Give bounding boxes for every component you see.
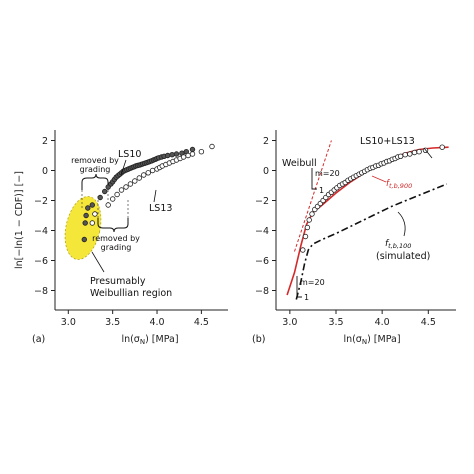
ls10-label: LS10 — [118, 149, 141, 160]
y-tick-label: −8 — [34, 286, 48, 297]
y-tick-label: −6 — [34, 256, 48, 267]
data-point-ls13 — [118, 187, 125, 193]
panel-b-x-axis-label: ln(σN) [MPa] — [343, 334, 400, 346]
data-point-ls13 — [180, 154, 187, 160]
data-point-ls10-ls13 — [416, 148, 422, 155]
ls13-label: LS13 — [149, 203, 172, 214]
region-text-1: Presumably — [90, 276, 146, 287]
data-point-ls10-ls13 — [304, 224, 311, 231]
m-bottom-label: m=20 — [300, 278, 325, 287]
simulated-curve-f100 — [295, 183, 448, 300]
panel-a-label: (a) — [32, 334, 45, 345]
data-point-ls13 — [198, 148, 205, 155]
slope-triangle-top — [311, 168, 317, 190]
data-point-ls10 — [173, 151, 180, 157]
m-top-label: m=20 — [315, 169, 340, 178]
data-point-ls10-ls13 — [309, 211, 315, 217]
data-point-ls10 — [97, 194, 103, 201]
slope-triangle-bottom — [296, 276, 302, 298]
data-point-ls10 — [83, 212, 89, 219]
data-point-ls13 — [209, 143, 215, 150]
x-tick-label: 3.0 — [282, 317, 297, 328]
weibull-line — [294, 140, 332, 252]
simulated-label: (simulated) — [376, 251, 430, 262]
data-point-ls13 — [140, 172, 147, 178]
one-bottom-label: 1 — [304, 293, 309, 302]
data-point-ls13 — [185, 152, 191, 159]
data-point-ls13 — [89, 220, 95, 226]
panel-b-label: (b) — [252, 334, 265, 345]
grading-top-text-1: removed by — [71, 156, 119, 165]
data-point-ls13 — [114, 191, 120, 198]
grading-bracket-bottom — [97, 218, 129, 233]
grading-top-text-2: grading — [80, 165, 111, 174]
panel-a-x-axis-label: ln(σN) [MPa] — [121, 334, 178, 346]
ls-pointer — [423, 147, 433, 159]
data-point-ls10-ls13 — [306, 217, 312, 223]
y-tick-label: −6 — [255, 256, 269, 267]
data-point-ls10 — [81, 236, 87, 243]
y-tick-label: −4 — [34, 226, 48, 237]
x-tick-label: 4.0 — [375, 317, 390, 328]
y-tick-label: 2 — [42, 136, 48, 147]
data-point-ls13 — [127, 181, 134, 187]
data-point-ls10-ls13 — [397, 153, 404, 159]
data-point-ls10 — [189, 146, 196, 153]
y-tick-label: −2 — [34, 196, 48, 207]
y-tick-label: 0 — [42, 166, 48, 177]
y-tick-label: −2 — [255, 196, 269, 207]
panel-a: 2 0 −2 −4 −6 −8 3.0 3.5 4.0 4.5 ln[−ln(1 − CDF)]… — [14, 130, 228, 346]
x-tick-label: 3.5 — [328, 317, 343, 328]
data-point-ls10 — [85, 205, 91, 211]
data-point-ls10 — [164, 152, 171, 159]
f100-label: ft,b,100 — [385, 239, 411, 250]
f100-pointer — [397, 211, 406, 237]
x-tick-label: 4.5 — [194, 317, 209, 328]
data-point-ls10-ls13 — [402, 151, 408, 158]
data-point-ls13 — [123, 184, 129, 190]
data-point-ls13 — [109, 196, 116, 202]
data-point-ls10-ls13 — [411, 149, 418, 156]
region-pointer — [91, 251, 105, 273]
data-point-ls10-ls13 — [302, 233, 309, 240]
grading-bracket-top — [81, 173, 109, 190]
data-point-ls10 — [82, 220, 88, 226]
x-tick-label: 4.5 — [421, 317, 436, 328]
ls13-pointer — [153, 189, 157, 203]
y-tick-label: 0 — [263, 166, 269, 177]
data-point-ls13 — [105, 202, 111, 208]
weibullian-region-highlight — [64, 196, 102, 260]
f900-label: ft,b,900 — [386, 179, 412, 190]
one-top-label: 1 — [319, 186, 324, 195]
ls10-pointer — [120, 159, 127, 176]
x-tick-label: 4.0 — [149, 317, 164, 328]
data-point-ls13 — [149, 167, 156, 174]
x-tick-label: 3.5 — [105, 317, 120, 328]
data-point-ls10-ls13 — [407, 151, 413, 157]
region-text-2: Weibullian region — [90, 288, 172, 299]
y-tick-label: 2 — [263, 136, 269, 147]
y-tick-label: −8 — [255, 286, 269, 297]
data-point-ls10-ls13 — [439, 144, 445, 150]
y-tick-label: −4 — [255, 226, 269, 237]
data-point-ls10 — [101, 188, 108, 195]
x-tick-label: 3.0 — [61, 317, 76, 328]
f900-pointer — [371, 175, 387, 183]
data-point-ls13 — [189, 151, 196, 157]
data-point-ls13 — [132, 178, 138, 184]
data-point-ls10-ls13 — [300, 247, 306, 253]
data-point-ls13 — [145, 170, 151, 176]
panel-a-y-axis-label: ln[−ln(1 − CDF)] [−] — [14, 171, 25, 269]
data-point-ls13 — [136, 175, 142, 181]
data-point-ls10 — [169, 151, 175, 158]
grading-bottom-text-2: grading — [101, 243, 132, 252]
data-point-ls13 — [92, 211, 98, 217]
ls10-ls13-label: LS10+LS13 — [360, 136, 415, 147]
grading-bottom-text-1: removed by — [92, 234, 140, 243]
weibull-label: Weibull — [282, 158, 317, 169]
data-point-ls10 — [89, 202, 95, 208]
panel-b: 2 0 −2 −4 −6 −8 3.0 3.5 4.0 4.5 ln(σN) [MPa] LS1… — [252, 130, 456, 346]
